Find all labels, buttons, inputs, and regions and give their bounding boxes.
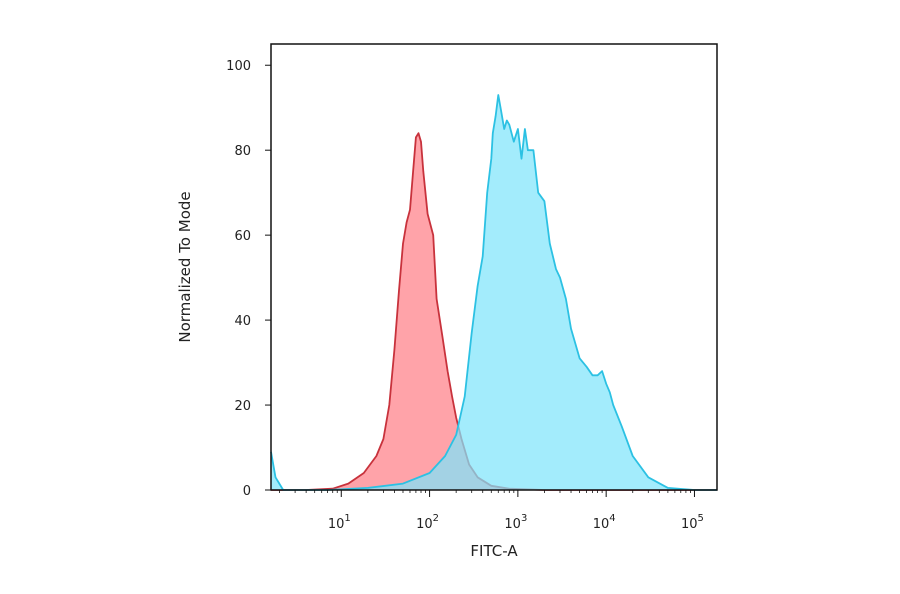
x-tick-label: 102 — [416, 513, 439, 532]
y-axis-title: Normalized To Mode — [176, 191, 194, 342]
y-tick-label: 60 — [234, 229, 251, 244]
y-tick-label: 80 — [234, 144, 251, 159]
x-tick-label: 103 — [504, 513, 527, 532]
x-axis-title: FITC-A — [470, 542, 518, 560]
x-tick-base: 10 — [593, 517, 610, 532]
x-tick-base: 10 — [416, 517, 433, 532]
x-tick-base: 10 — [328, 517, 345, 532]
series-2-line — [270, 94, 717, 491]
x-axis: 101 102 103 104 105 — [279, 490, 704, 532]
x-tick-exponent: 4 — [609, 513, 615, 524]
series-2-area — [271, 95, 717, 490]
x-tick-label: 104 — [593, 513, 616, 532]
x-tick-base: 10 — [681, 517, 698, 532]
y-tick-label: 0 — [243, 484, 251, 499]
y-tick-label: 20 — [234, 399, 251, 414]
plot-frame — [270, 43, 718, 491]
x-tick-exponent: 5 — [698, 513, 704, 524]
x-tick-exponent: 2 — [433, 513, 439, 524]
x-tick-label: 101 — [328, 513, 351, 532]
x-tick-exponent: 3 — [521, 513, 527, 524]
y-tick-label: 40 — [234, 314, 251, 329]
y-tick-label: 100 — [226, 59, 251, 74]
y-axis: 0 20 40 60 80 100 — [226, 59, 271, 499]
x-tick-base: 10 — [504, 517, 521, 532]
x-tick-label: 105 — [681, 513, 704, 532]
x-tick-exponent: 1 — [344, 513, 350, 524]
series-layer — [270, 94, 717, 491]
